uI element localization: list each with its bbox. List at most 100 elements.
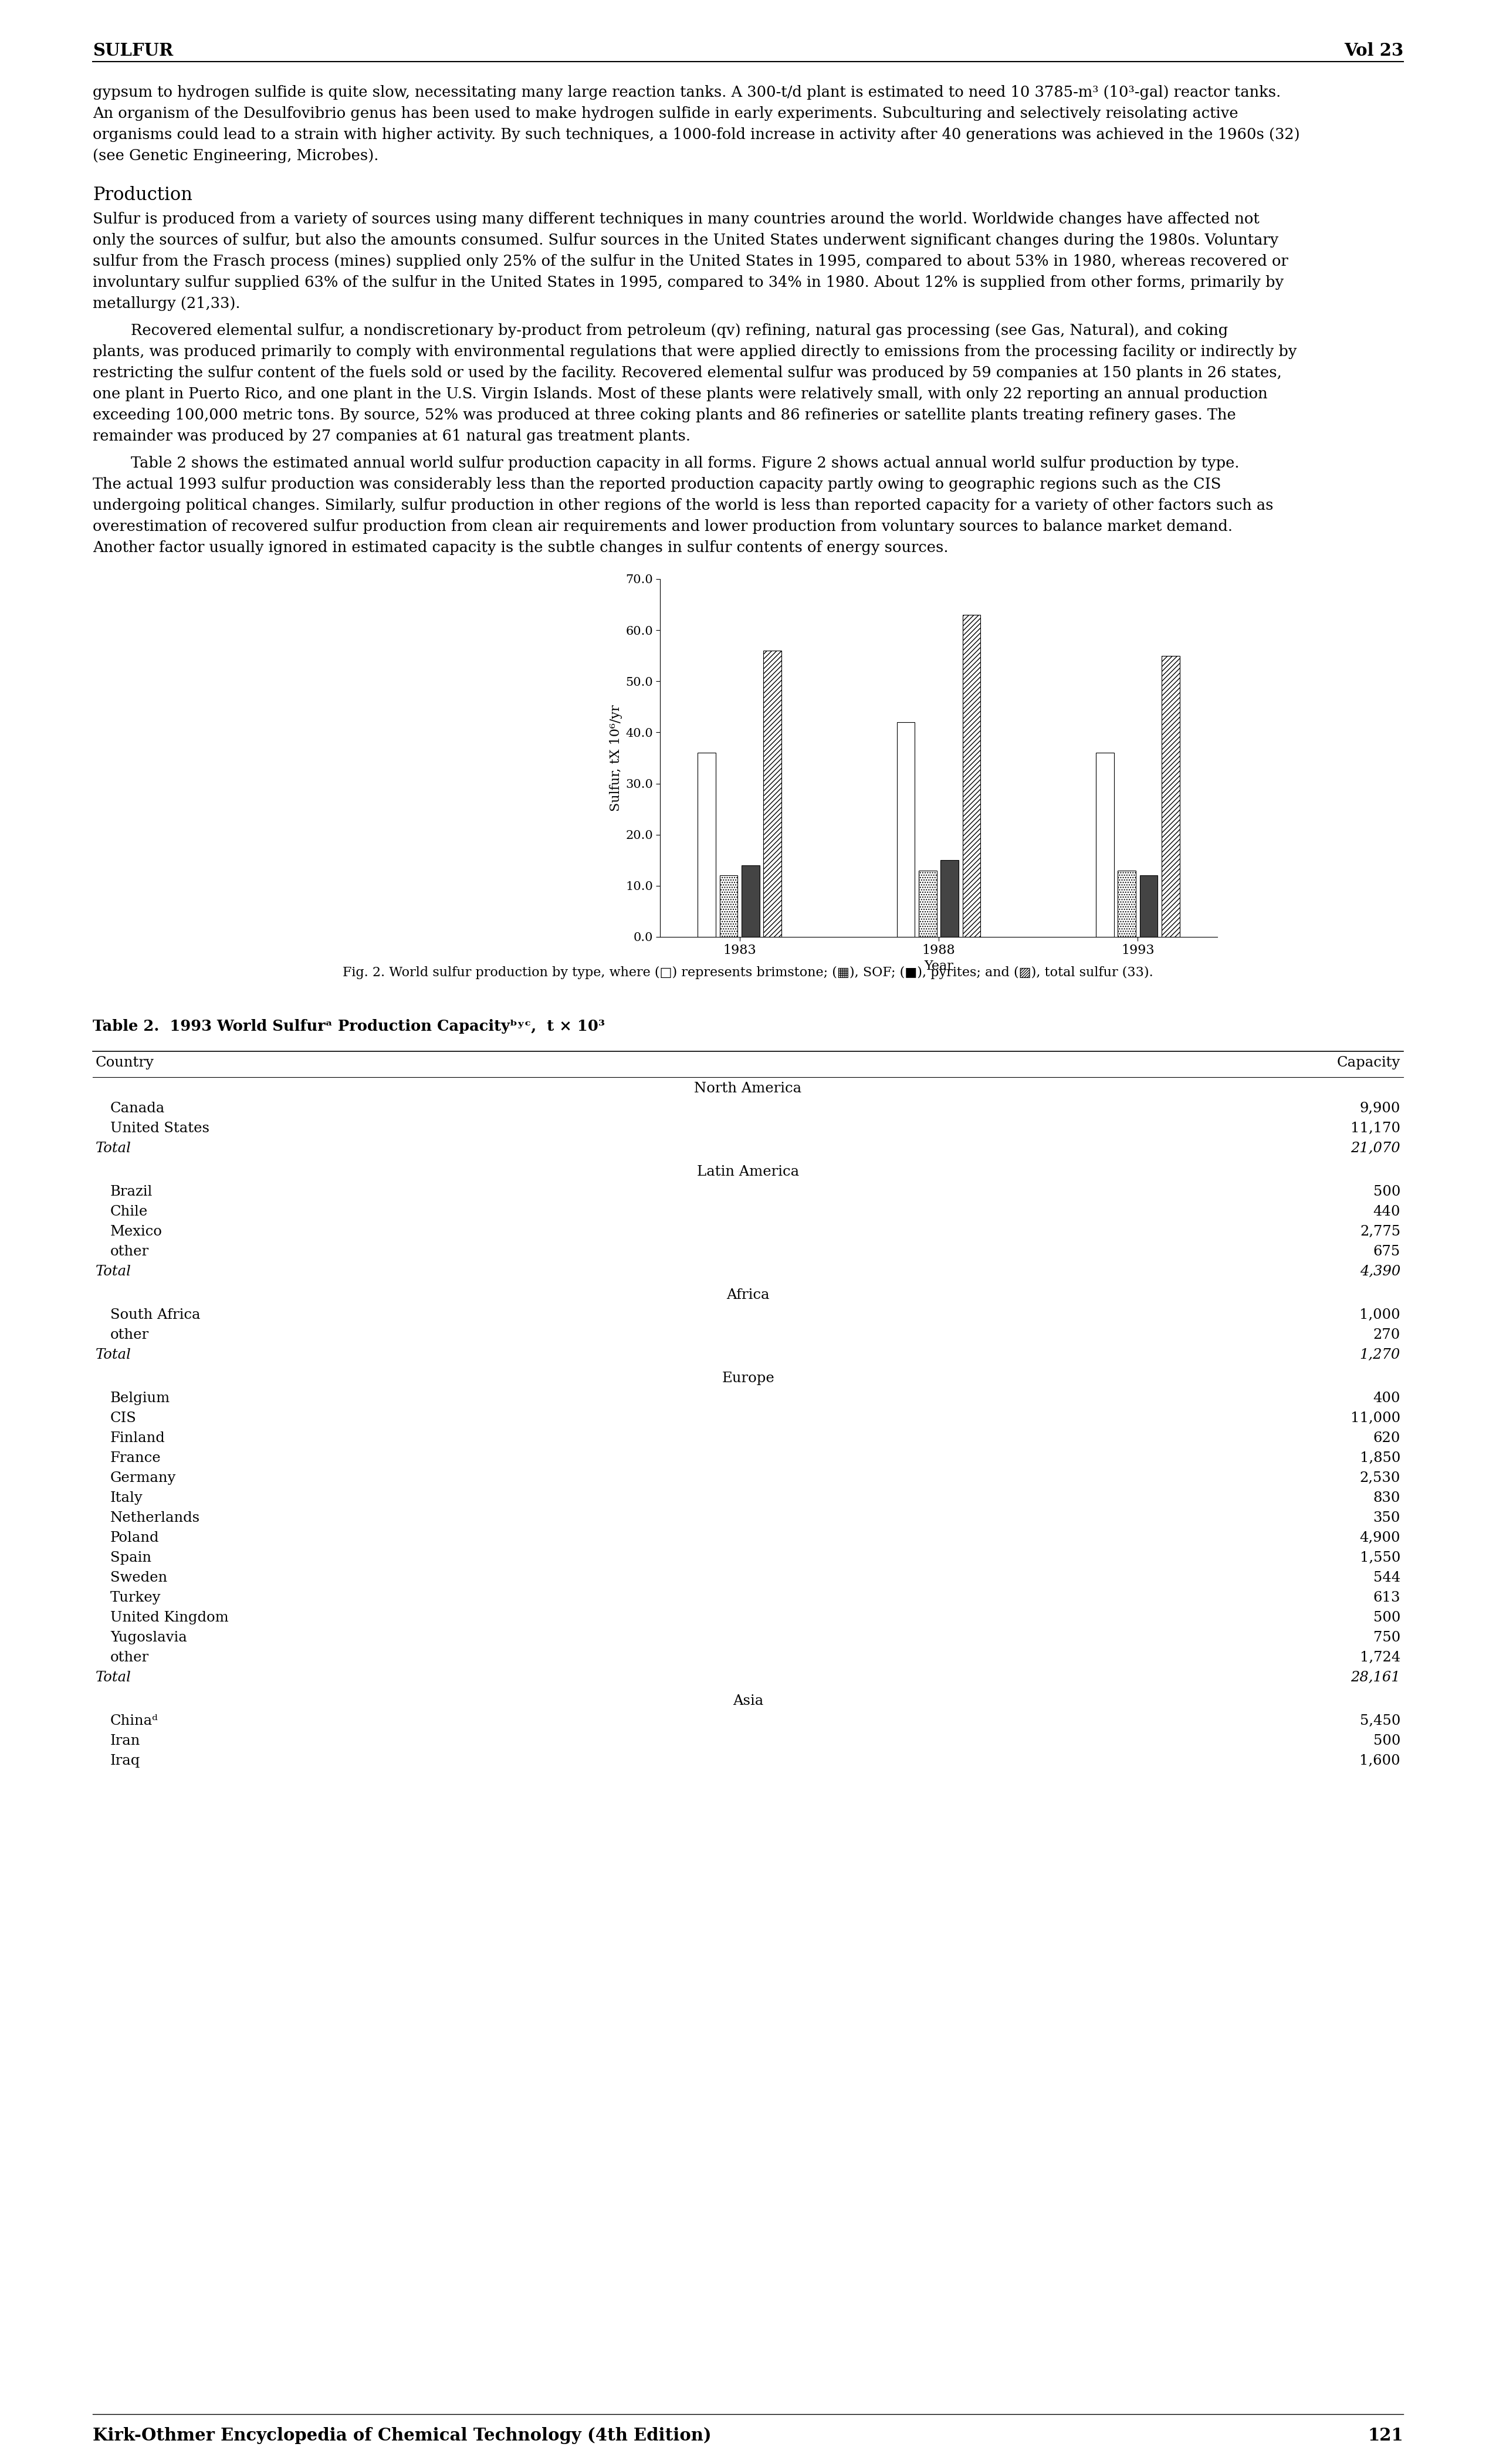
Text: Another factor usually ignored in estimated capacity is the subtle changes in su: Another factor usually ignored in estima… — [93, 540, 948, 554]
Text: other: other — [111, 1651, 150, 1663]
Text: 1,550: 1,550 — [1360, 1552, 1400, 1565]
Text: Production: Production — [93, 185, 193, 205]
Text: involuntary sulfur supplied 63% of the sulfur in the United States in 1995, comp: involuntary sulfur supplied 63% of the s… — [93, 276, 1284, 291]
Bar — [919, 870, 936, 936]
Text: SULFUR: SULFUR — [93, 42, 174, 59]
Text: 270: 270 — [1373, 1328, 1400, 1343]
X-axis label: Year: Year — [925, 961, 953, 973]
Text: Africa: Africa — [727, 1289, 769, 1301]
Text: 2,530: 2,530 — [1360, 1471, 1400, 1486]
Text: Yugoslavia: Yugoslavia — [111, 1631, 187, 1643]
Text: Germany: Germany — [111, 1471, 177, 1486]
Text: 28,161: 28,161 — [1351, 1671, 1400, 1685]
Text: Total: Total — [96, 1348, 132, 1363]
Bar — [1161, 655, 1179, 936]
Text: Capacity: Capacity — [1337, 1057, 1400, 1069]
Text: Turkey: Turkey — [111, 1592, 162, 1604]
Text: 21,070: 21,070 — [1351, 1141, 1400, 1156]
Text: remainder was produced by 27 companies at 61 natural gas treatment plants.: remainder was produced by 27 companies a… — [93, 429, 691, 444]
Text: CIS: CIS — [111, 1412, 136, 1424]
Bar — [763, 650, 781, 936]
Text: gypsum to hydrogen sulfide is quite slow, necessitating many large reaction tank: gypsum to hydrogen sulfide is quite slow… — [93, 86, 1281, 99]
Text: 1,000: 1,000 — [1360, 1308, 1400, 1321]
Text: United Kingdom: United Kingdom — [111, 1611, 229, 1624]
Bar — [1097, 754, 1115, 936]
Bar — [697, 754, 715, 936]
Text: Belgium: Belgium — [111, 1392, 171, 1404]
Text: 620: 620 — [1373, 1432, 1400, 1444]
Text: Iran: Iran — [111, 1735, 141, 1747]
Text: Netherlands: Netherlands — [111, 1510, 200, 1525]
Text: Kirk-Othmer Encyclopedia of Chemical Technology (4th Edition): Kirk-Othmer Encyclopedia of Chemical Tec… — [93, 2427, 712, 2444]
Text: Finland: Finland — [111, 1432, 165, 1444]
Text: Chinaᵈ: Chinaᵈ — [111, 1715, 159, 1727]
Text: Mexico: Mexico — [111, 1225, 163, 1239]
Text: Spain: Spain — [111, 1552, 151, 1565]
Text: 11,170: 11,170 — [1351, 1121, 1400, 1136]
Bar — [1118, 870, 1135, 936]
Text: Asia: Asia — [733, 1695, 763, 1708]
Text: 500: 500 — [1373, 1611, 1400, 1624]
Text: Country: Country — [96, 1057, 154, 1069]
Bar — [898, 722, 914, 936]
Text: Latin America: Latin America — [697, 1165, 799, 1178]
Text: 9,900: 9,900 — [1360, 1101, 1400, 1116]
Text: France: France — [111, 1451, 162, 1466]
Text: Italy: Italy — [111, 1491, 144, 1506]
Text: one plant in Puerto Rico, and one plant in the U.S. Virgin Islands. Most of thes: one plant in Puerto Rico, and one plant … — [93, 387, 1267, 402]
Text: 500: 500 — [1373, 1185, 1400, 1198]
Text: Iraq: Iraq — [111, 1754, 141, 1767]
Y-axis label: Sulfur, tX 10⁶/yr: Sulfur, tX 10⁶/yr — [609, 705, 622, 811]
Text: Total: Total — [96, 1264, 132, 1279]
Text: 613: 613 — [1373, 1592, 1400, 1604]
Text: only the sources of sulfur, but also the amounts consumed. Sulfur sources in the: only the sources of sulfur, but also the… — [93, 234, 1279, 246]
Text: Recovered elemental sulfur, a nondiscretionary by-product from petroleum (qv) re: Recovered elemental sulfur, a nondiscret… — [93, 323, 1228, 338]
Text: Sulfur is produced from a variety of sources using many different techniques in : Sulfur is produced from a variety of sou… — [93, 212, 1260, 227]
Text: 121: 121 — [1367, 2427, 1403, 2444]
Text: 500: 500 — [1373, 1735, 1400, 1747]
Text: 544: 544 — [1373, 1572, 1400, 1584]
Text: other: other — [111, 1244, 150, 1259]
Text: Fig. 2. World sulfur production by type, where (□) represents brimstone; (▦), SO: Fig. 2. World sulfur production by type,… — [343, 966, 1153, 978]
Text: Chile: Chile — [111, 1205, 148, 1220]
Text: 1,270: 1,270 — [1360, 1348, 1400, 1363]
Text: 750: 750 — [1373, 1631, 1400, 1643]
Text: Table 2 shows the estimated annual world sulfur production capacity in all forms: Table 2 shows the estimated annual world… — [93, 456, 1239, 471]
Text: Vol 23: Vol 23 — [1343, 42, 1403, 59]
Text: South Africa: South Africa — [111, 1308, 200, 1321]
Text: 1,724: 1,724 — [1360, 1651, 1400, 1663]
Text: 5,450: 5,450 — [1360, 1715, 1400, 1727]
Text: Total: Total — [96, 1671, 132, 1685]
Text: 400: 400 — [1373, 1392, 1400, 1404]
Bar — [941, 860, 959, 936]
Text: Sweden: Sweden — [111, 1572, 168, 1584]
Text: 1,600: 1,600 — [1360, 1754, 1400, 1767]
Text: Canada: Canada — [111, 1101, 165, 1116]
Text: 4,900: 4,900 — [1360, 1530, 1400, 1545]
Text: exceeding 100,000 metric tons. By source, 52% was produced at three coking plant: exceeding 100,000 metric tons. By source… — [93, 407, 1236, 421]
Bar — [962, 616, 980, 936]
Text: Table 2.  1993 World Sulfurᵃ Production Capacityᵇʸᶜ,  t × 10³: Table 2. 1993 World Sulfurᵃ Production C… — [93, 1020, 604, 1035]
Text: 830: 830 — [1373, 1491, 1400, 1506]
Text: Brazil: Brazil — [111, 1185, 153, 1198]
Text: 675: 675 — [1373, 1244, 1400, 1259]
Bar — [742, 865, 760, 936]
Bar — [720, 875, 738, 936]
Bar — [1140, 875, 1158, 936]
Text: plants, was produced primarily to comply with environmental regulations that wer: plants, was produced primarily to comply… — [93, 345, 1297, 360]
Text: restricting the sulfur content of the fuels sold or used by the facility. Recove: restricting the sulfur content of the fu… — [93, 365, 1282, 379]
Text: (see Genetic Engineering, Microbes).: (see Genetic Engineering, Microbes). — [93, 148, 378, 163]
Text: Poland: Poland — [111, 1530, 159, 1545]
Text: 440: 440 — [1373, 1205, 1400, 1220]
Text: overestimation of recovered sulfur production from clean air requirements and lo: overestimation of recovered sulfur produ… — [93, 520, 1233, 535]
Text: United States: United States — [111, 1121, 209, 1136]
Text: 4,390: 4,390 — [1360, 1264, 1400, 1279]
Text: other: other — [111, 1328, 150, 1343]
Text: 2,775: 2,775 — [1360, 1225, 1400, 1239]
Text: Total: Total — [96, 1141, 132, 1156]
Text: 11,000: 11,000 — [1351, 1412, 1400, 1424]
Text: North America: North America — [694, 1082, 802, 1096]
Text: organisms could lead to a strain with higher activity. By such techniques, a 100: organisms could lead to a strain with hi… — [93, 128, 1300, 143]
Text: undergoing political changes. Similarly, sulfur production in other regions of t: undergoing political changes. Similarly,… — [93, 498, 1273, 513]
Text: sulfur from the Frasch process (mines) supplied only 25% of the sulfur in the Un: sulfur from the Frasch process (mines) s… — [93, 254, 1288, 269]
